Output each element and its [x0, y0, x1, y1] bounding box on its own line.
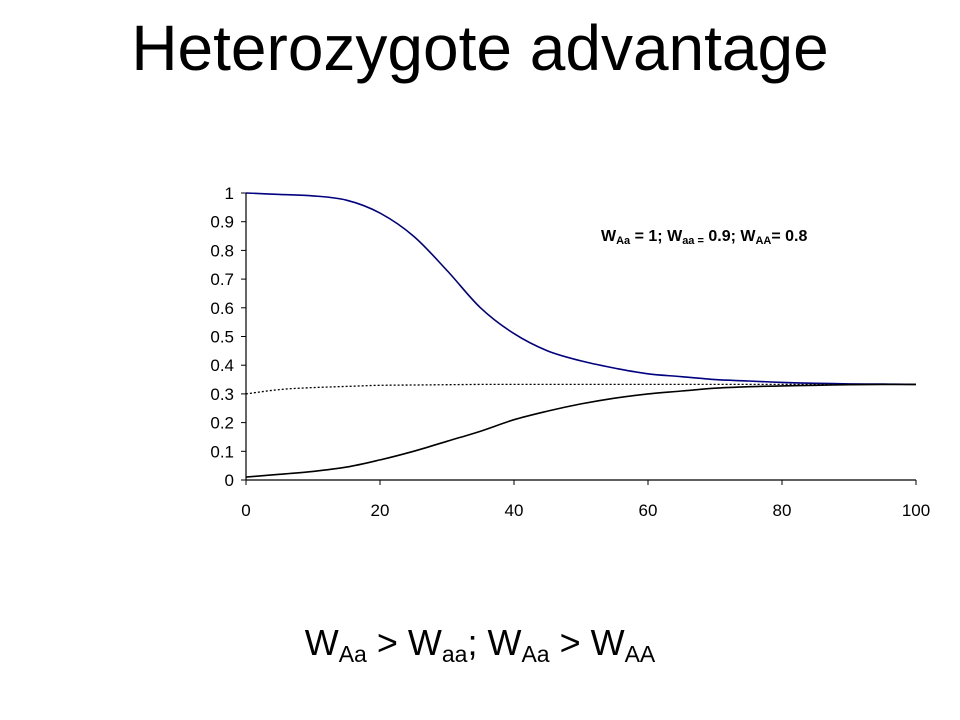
- series-line-3: [245, 383, 916, 395]
- annotation-subscript: Aa: [616, 235, 631, 247]
- x-tick-label: 0: [241, 501, 250, 520]
- caption-subscript: Aa: [521, 641, 550, 667]
- fitness-annotation: WAa = 1; Waa = 0.9; WAA= 0.8: [601, 228, 808, 247]
- fitness-caption: WAa > Waa; WAa > WAA: [0, 622, 960, 667]
- caption-subscript: Aa: [338, 641, 367, 667]
- caption-subscript: aa: [441, 641, 468, 667]
- annotation-subscript: AA: [755, 235, 772, 247]
- annotation-text: = 1; W: [630, 228, 683, 245]
- y-tick-label: 0.5: [210, 328, 234, 347]
- annotation-text: W: [601, 228, 617, 245]
- slide-title: Heterozygote advantage: [131, 12, 829, 84]
- y-tick-label: 0.6: [210, 299, 234, 318]
- y-tick-label: 0.8: [210, 241, 234, 260]
- annotation-subscript: aa =: [682, 235, 704, 247]
- annotation-text: = 0.8: [771, 228, 808, 245]
- x-tick-label: 40: [505, 501, 524, 520]
- caption-text: W: [304, 622, 339, 663]
- x-tick-label: 60: [639, 501, 658, 520]
- series-line-1: [245, 192, 917, 386]
- x-tick-label: 20: [371, 501, 390, 520]
- y-tick-label: 0: [225, 471, 234, 490]
- annotation-text: 0.9; W: [703, 228, 756, 245]
- y-tick-label: 0.2: [210, 414, 234, 433]
- y-tick-label: 0.7: [210, 270, 234, 289]
- caption-subscript: AA: [624, 641, 656, 667]
- series-line-2: [245, 383, 916, 478]
- y-tick-label: 0.1: [210, 442, 234, 461]
- caption-text: > W: [549, 622, 625, 663]
- caption-text: ; W: [467, 622, 522, 663]
- y-tick-label: 1: [225, 184, 234, 203]
- x-tick-label: 80: [773, 501, 792, 520]
- x-tick-label: 100: [902, 501, 930, 520]
- y-tick-label: 0.9: [210, 213, 234, 232]
- y-tick-label: 0.3: [210, 385, 234, 404]
- caption-text: > W: [366, 622, 442, 663]
- y-tick-label: 0.4: [210, 356, 234, 375]
